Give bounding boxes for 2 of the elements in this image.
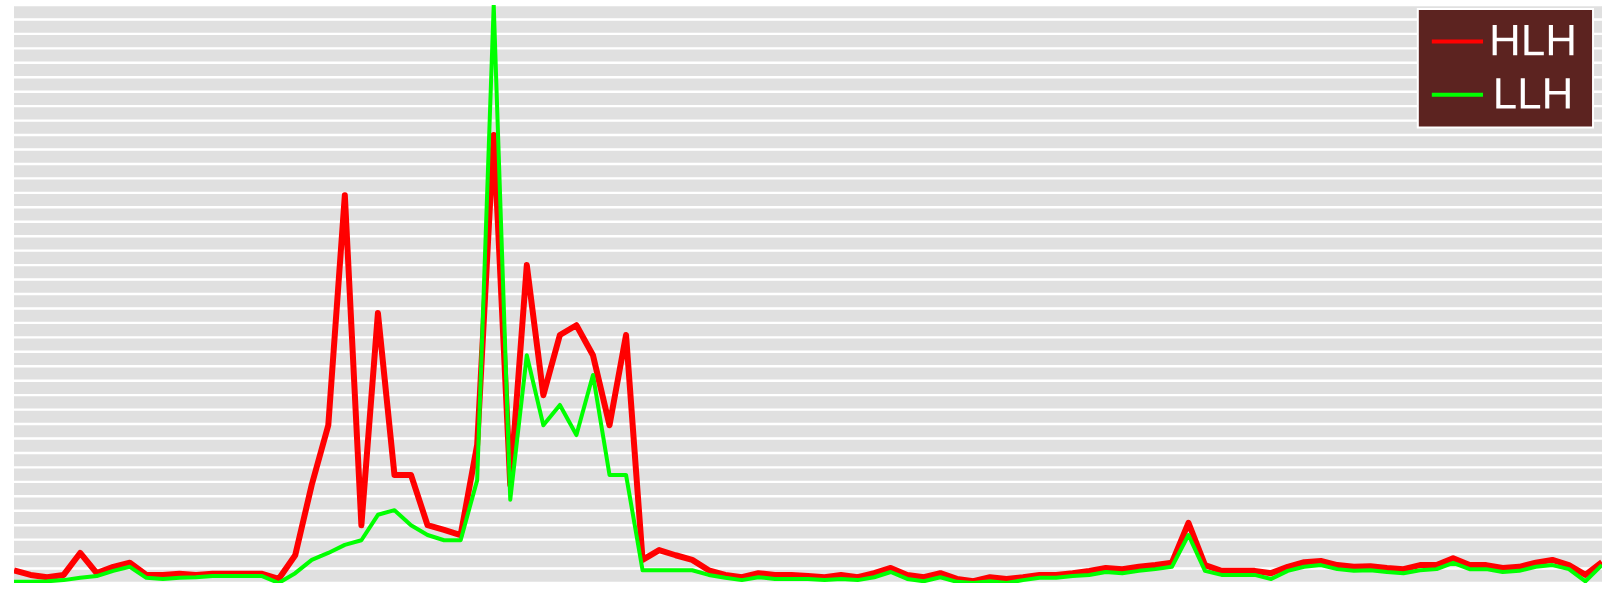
legend-label: HLH	[1492, 24, 1574, 56]
legend-label: LLH	[1496, 78, 1570, 109]
